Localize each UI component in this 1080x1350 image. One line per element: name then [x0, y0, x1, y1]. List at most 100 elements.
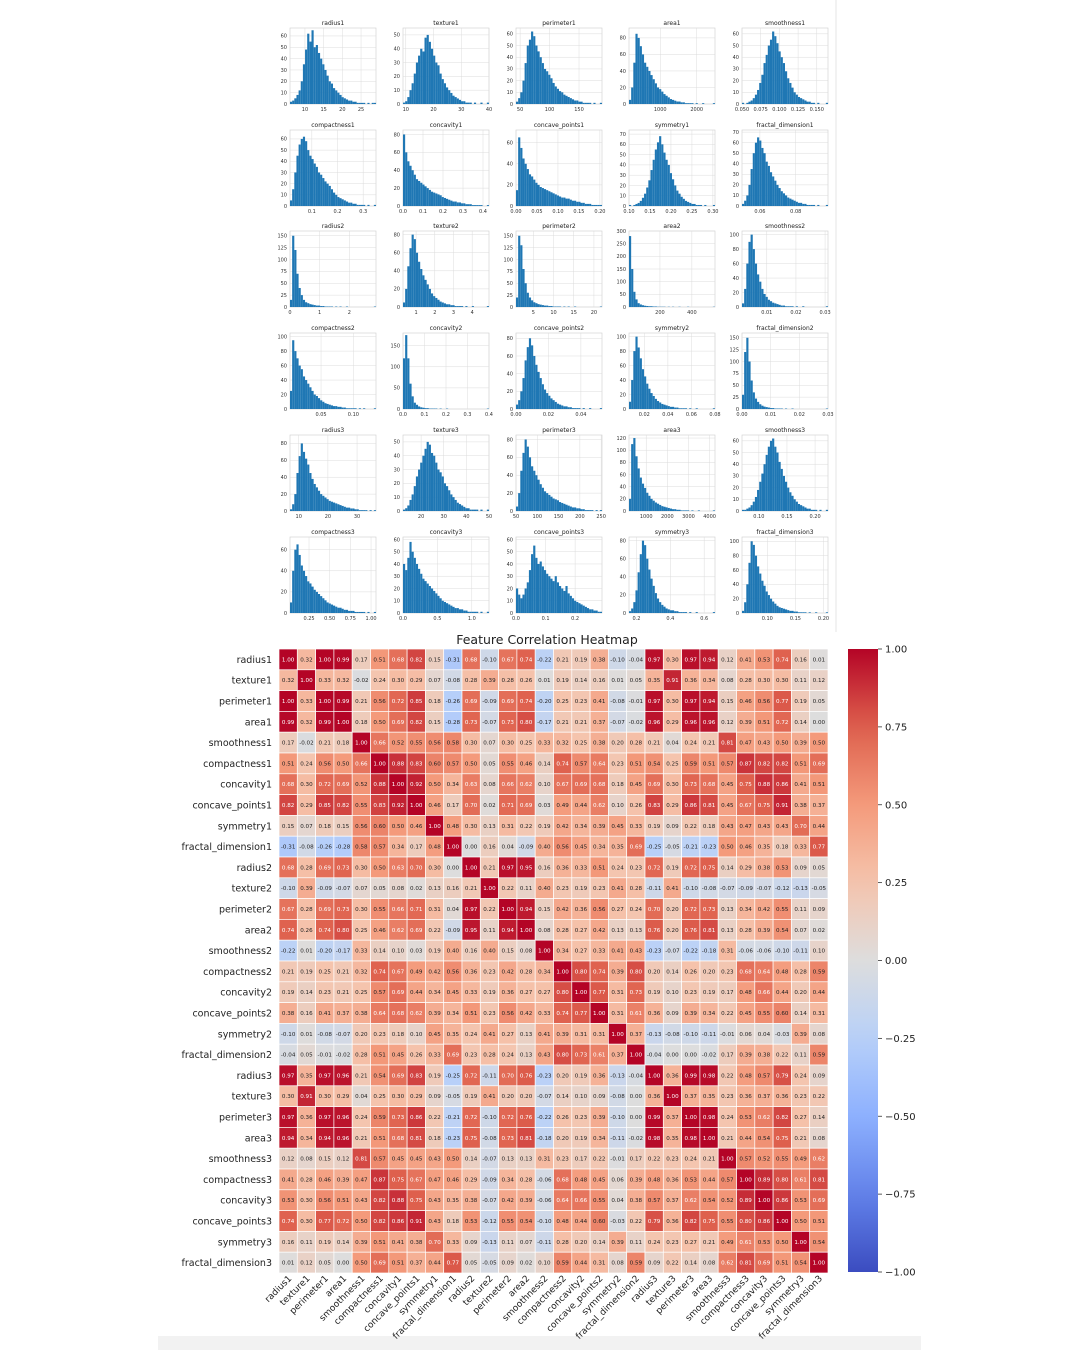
cell-value-label: 0.55 [373, 907, 386, 913]
cell-value-label: -0.07 [537, 1094, 552, 1100]
y-axis-label: radius2 [237, 863, 272, 874]
cell-value-label: 0.83 [410, 1073, 423, 1079]
histogram-bar [750, 169, 753, 206]
histogram-bar [567, 96, 570, 104]
histogram-bar [335, 606, 338, 613]
cell-value-label: 0.30 [355, 907, 368, 913]
y-tick-label: 100 [616, 279, 626, 285]
cell-value-label: 0.40 [447, 949, 460, 955]
cell-value-label: 0.59 [556, 1261, 569, 1267]
cell-value-label: 0.02 [520, 1261, 532, 1267]
cell-value-label: 0.82 [776, 761, 788, 767]
cell-value-label: 0.34 [593, 1136, 606, 1142]
cell-value-label: 0.48 [648, 1177, 661, 1183]
cell-value-label: 0.42 [502, 1198, 514, 1204]
histogram-bar [307, 303, 310, 307]
histogram-bar [629, 498, 632, 511]
histogram-bar [687, 103, 690, 104]
cell-value-label: 0.11 [502, 1240, 515, 1246]
histogram-bar [420, 462, 423, 511]
y-tick-label: 20 [733, 183, 739, 189]
histogram-bar [763, 153, 766, 206]
histogram-bar [752, 98, 755, 104]
histogram-bar [302, 299, 306, 307]
cell-value-label: 0.23 [721, 969, 734, 975]
y-axis-label: texture1 [232, 676, 272, 687]
histogram-bar [789, 82, 792, 104]
cell-value-label: 0.62 [813, 1157, 825, 1163]
cell-value-label: 0.50 [721, 845, 734, 851]
cell-value-label: 0.58 [355, 845, 368, 851]
y-tick-label: 0 [623, 204, 626, 210]
cell-value-label: 0.51 [794, 761, 807, 767]
y-tick-label: 30 [394, 60, 400, 66]
histogram-bar [639, 358, 642, 409]
cell-value-label: 0.96 [685, 720, 698, 726]
histogram-bar [413, 239, 416, 307]
cell-value-label: 0.54 [520, 1219, 533, 1225]
histogram-bar [294, 172, 297, 206]
cell-value-label: -0.07 [482, 1198, 497, 1204]
histogram-bar [524, 588, 527, 613]
cell-value-label: 0.55 [758, 1011, 771, 1017]
cell-value-label: 0.18 [392, 1032, 405, 1038]
histogram-bar [358, 204, 361, 206]
cell-value-label: -0.01 [629, 699, 644, 705]
histogram-bar [307, 581, 310, 613]
cell-value-label: -0.02 [299, 741, 313, 747]
histogram-bar [644, 487, 647, 511]
histogram-bar [426, 408, 429, 409]
histogram-bar [320, 400, 323, 409]
cell-value-label: 0.91 [410, 1219, 423, 1225]
histogram-bar [333, 406, 336, 409]
histogram-bar [599, 408, 602, 409]
histogram-bar [776, 452, 779, 511]
cell-value-label: 0.52 [758, 1157, 770, 1163]
cell-value-label: 0.03 [410, 949, 423, 955]
histogram-bar [326, 602, 329, 613]
cell-value-label: 0.64 [373, 1011, 386, 1017]
histogram-bar [463, 610, 466, 613]
histogram-bar [341, 199, 344, 206]
x-tick-label: 15 [571, 310, 577, 316]
histogram-bar [778, 461, 781, 511]
y-tick-label: 80 [507, 336, 513, 342]
histogram-bar [356, 611, 359, 613]
histogram-bar [345, 408, 349, 409]
cell-value-label: 0.28 [794, 969, 807, 975]
cell-value-label: 0.86 [776, 782, 789, 788]
histogram-bar [407, 266, 410, 307]
histogram-bar [298, 144, 301, 206]
histogram-bar [774, 36, 777, 104]
histogram-bar [769, 301, 773, 307]
cell-value-label: -0.23 [647, 949, 662, 955]
y-tick-label: 125 [277, 245, 287, 251]
histogram-bar [441, 197, 444, 206]
x-tick-label: 2000 [661, 514, 674, 520]
cell-value-label: 0.11 [794, 1053, 807, 1059]
cell-value-label: 0.75 [758, 803, 771, 809]
histogram-bar [757, 566, 760, 613]
cell-value-label: 0.38 [282, 1011, 295, 1017]
cell-value-label: 0.33 [300, 699, 313, 705]
cell-value-label: 0.24 [465, 1032, 478, 1038]
histogram-bar [354, 611, 357, 613]
histogram-bar [650, 393, 653, 409]
histogram-bar [759, 281, 762, 307]
histogram-bar [654, 306, 657, 307]
cell-value-label: 0.24 [721, 1115, 734, 1121]
histogram-bar [699, 204, 703, 206]
histogram-bar [661, 604, 664, 613]
histogram-bar [808, 204, 811, 206]
cell-value-label: 0.36 [648, 1011, 661, 1017]
cell-value-label: 0.39 [685, 1011, 698, 1017]
histogram-bar [439, 598, 442, 613]
y-tick-label: 80 [733, 247, 739, 253]
histogram-bar [576, 408, 579, 409]
y-axis-label: area2 [245, 925, 272, 936]
cell-value-label: 0.29 [410, 1094, 423, 1100]
y-tick-label: 40 [281, 569, 287, 575]
cell-value-label: 0.34 [556, 949, 569, 955]
